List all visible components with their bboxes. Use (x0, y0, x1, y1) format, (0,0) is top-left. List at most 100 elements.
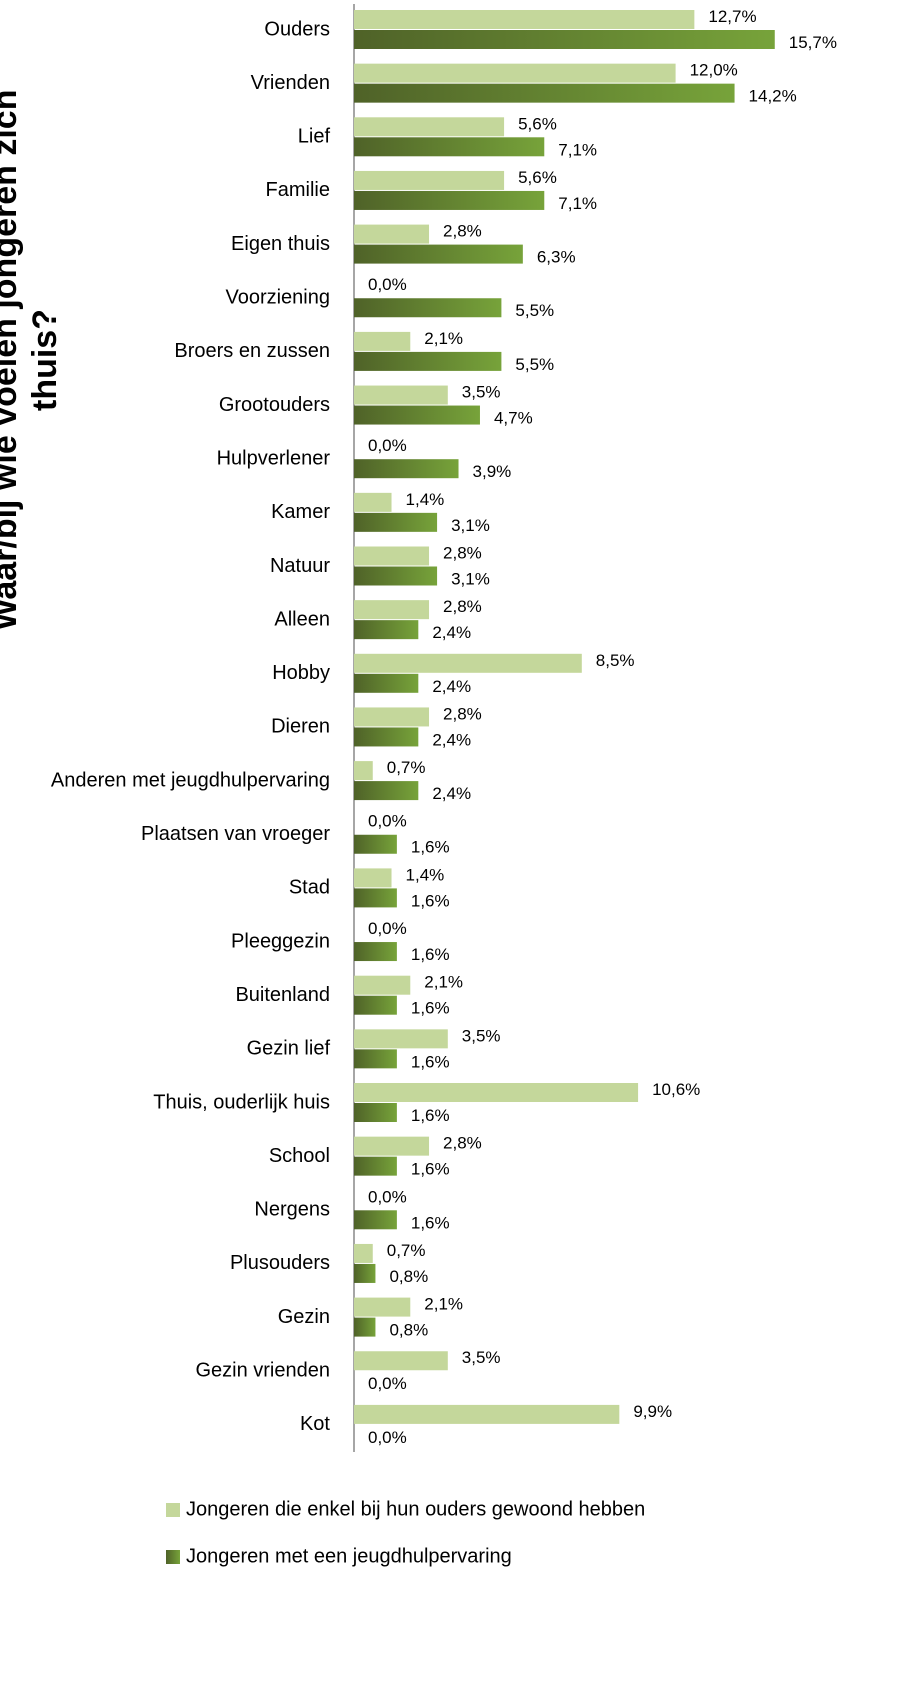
category-label: Natuur (270, 555, 330, 577)
data-label: 1,6% (411, 1106, 450, 1125)
bar (354, 673, 419, 693)
bar (354, 975, 411, 995)
data-label: 1,6% (411, 1160, 450, 1179)
data-label: 1,6% (411, 1213, 450, 1232)
bar (354, 83, 735, 103)
bar (354, 117, 505, 137)
bar (354, 1263, 376, 1283)
data-label: 6,3% (537, 248, 576, 267)
category-label: Plaatsen van vroeger (141, 823, 330, 845)
bar (354, 834, 397, 854)
category-label: Hobby (272, 662, 330, 684)
category-label: Gezin vrienden (195, 1360, 330, 1382)
bar (354, 942, 397, 962)
data-label: 1,4% (406, 490, 445, 509)
data-label: 2,4% (432, 784, 471, 803)
category-label: Dieren (271, 716, 330, 738)
bar (354, 566, 438, 586)
bar (354, 492, 392, 512)
data-label: 2,1% (424, 329, 463, 348)
data-label: 2,8% (443, 222, 482, 241)
category-label: Pleeggezin (231, 930, 330, 952)
data-label: 9,9% (633, 1402, 672, 1421)
category-label: Kot (300, 1413, 330, 1435)
bar (354, 707, 430, 727)
data-label: 2,8% (443, 597, 482, 616)
bar (354, 10, 695, 29)
data-label: 12,0% (690, 61, 738, 80)
category-label: Familie (266, 179, 330, 201)
bar (354, 1103, 397, 1122)
bar (354, 244, 523, 264)
bar (354, 331, 411, 351)
category-label: Broers en zussen (174, 340, 330, 362)
category-label: Buitenland (235, 984, 330, 1006)
bar (354, 888, 397, 908)
bar (354, 30, 775, 49)
data-label: 1,6% (411, 838, 450, 857)
data-label: 3,9% (473, 462, 512, 481)
bar (354, 546, 430, 566)
category-label: Voorziening (225, 287, 330, 309)
bar (354, 1029, 448, 1049)
bar (354, 1404, 620, 1424)
bar (354, 600, 430, 620)
legend-swatch (166, 1503, 180, 1517)
legend-label: Jongeren met een jeugdhulpervaring (186, 1545, 512, 1567)
category-label: Thuis, ouderlijk huis (153, 1091, 330, 1113)
legend-label: Jongeren die enkel bij hun ouders gewoon… (186, 1498, 645, 1520)
data-label: 1,6% (411, 945, 450, 964)
bar (354, 1136, 430, 1156)
data-label: 3,5% (462, 1026, 501, 1045)
category-label: Lief (298, 126, 331, 148)
data-label: 14,2% (749, 87, 797, 106)
bar (354, 727, 419, 747)
bar (354, 459, 459, 479)
bar (354, 63, 676, 83)
data-label: 5,5% (515, 355, 554, 374)
bar (354, 995, 397, 1015)
bar (354, 653, 582, 673)
data-label: 0,0% (368, 1428, 407, 1447)
data-label: 1,6% (411, 891, 450, 910)
data-label: 5,5% (515, 301, 554, 320)
data-label: 1,6% (411, 999, 450, 1018)
data-label: 0,7% (387, 1241, 426, 1260)
data-label: 0,8% (389, 1321, 428, 1340)
data-label: 2,4% (432, 623, 471, 642)
bar (354, 761, 373, 781)
data-label: 7,1% (558, 140, 597, 159)
data-label: 2,1% (424, 1295, 463, 1314)
bar (354, 137, 545, 157)
bar (354, 1317, 376, 1337)
data-label: 12,7% (708, 7, 756, 26)
data-label: 5,6% (518, 114, 557, 133)
data-label: 2,4% (432, 677, 471, 696)
legend-swatch (166, 1550, 180, 1564)
data-label: 0,8% (389, 1267, 428, 1286)
data-label: 3,1% (451, 516, 490, 535)
category-label: School (269, 1145, 330, 1167)
bar (354, 620, 419, 640)
bar (354, 351, 502, 371)
data-label: 0,0% (368, 1374, 407, 1393)
bar (354, 1243, 373, 1263)
data-label: 0,0% (368, 436, 407, 455)
data-label: 0,0% (368, 1187, 407, 1206)
data-label: 1,4% (406, 865, 445, 884)
category-label: Stad (289, 877, 330, 899)
category-label: Alleen (274, 608, 330, 630)
data-label: 3,5% (462, 1348, 501, 1367)
bar (354, 512, 438, 532)
data-label: 2,8% (443, 704, 482, 723)
category-label: Gezin (278, 1306, 330, 1328)
bar (354, 1351, 448, 1371)
data-label: 1,6% (411, 1052, 450, 1071)
data-label: 7,1% (558, 194, 597, 213)
bar (354, 405, 480, 425)
data-label: 0,0% (368, 275, 407, 294)
bar (354, 1210, 397, 1230)
category-label: Grootouders (219, 394, 330, 416)
bar (354, 170, 505, 190)
